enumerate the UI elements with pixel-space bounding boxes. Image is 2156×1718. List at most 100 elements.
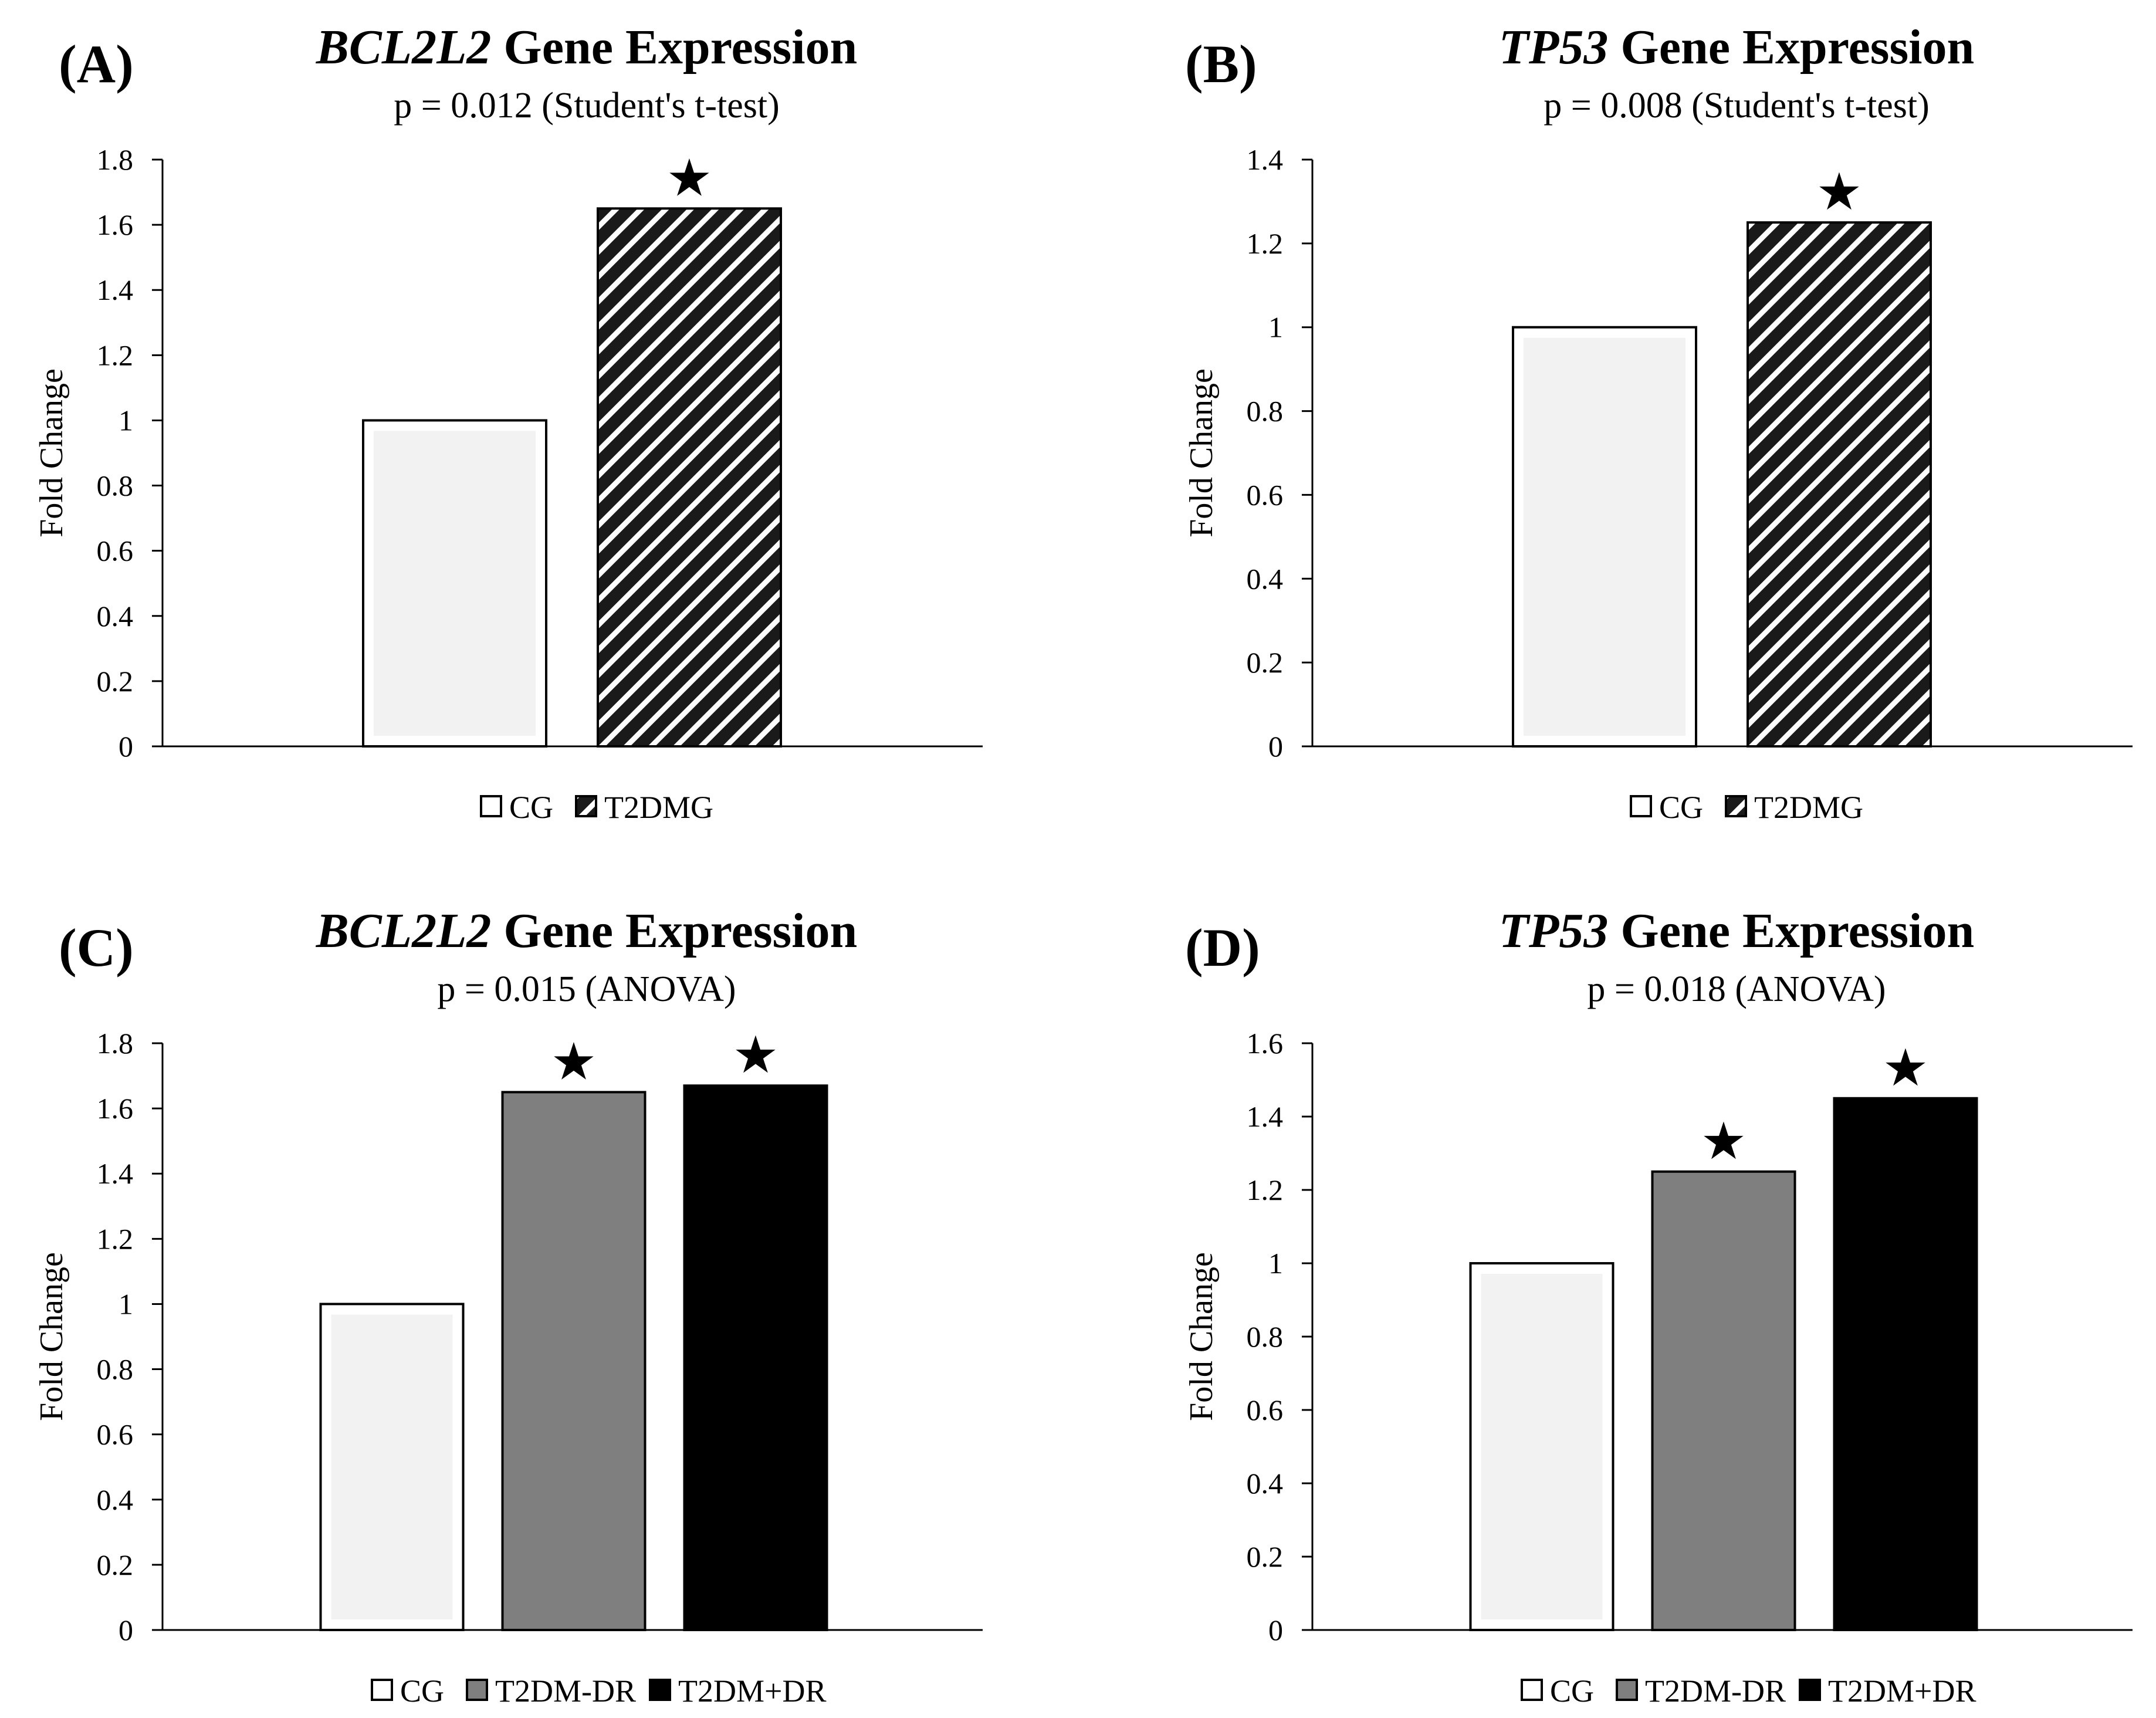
legend-swatch-cg (371, 1679, 393, 1701)
bar-t2dm-dr (1651, 1170, 1796, 1631)
y-tick-label: 1 (119, 404, 133, 437)
legend: CG T2DM-DR T2DM+DR (371, 1673, 826, 1709)
y-tick-label: 0.2 (1247, 646, 1284, 679)
bar-cg-inner (1524, 337, 1685, 736)
y-tick-label: 1 (1268, 311, 1283, 344)
title-rest: Gene Expression (491, 904, 857, 958)
bar-t2dm-dr (501, 1091, 647, 1632)
y-tick-label: 0.6 (1247, 478, 1284, 511)
legend-label: CG (400, 1673, 444, 1709)
y-tick-label: 1.2 (97, 339, 134, 371)
chart-subtitle: p = 0.012 (Student's t-test) (394, 86, 779, 126)
y-tick-label: 0.8 (1247, 395, 1284, 428)
significance-star: ★ (1816, 164, 1863, 221)
title-gene: BCL2L2 (316, 904, 492, 958)
y-tick-label: 1.2 (1247, 227, 1284, 260)
panel-letter: (B) (1185, 34, 1257, 94)
y-tick-label: 0.6 (97, 535, 134, 567)
chart-panel-b: (B) TP53 Gene Expression p = 0.008 (Studen… (1183, 20, 2133, 825)
panel-letter: (C) (59, 918, 134, 978)
y-tick-label: 0 (1268, 730, 1283, 763)
bar-t2dmg (597, 207, 782, 748)
y-tick-label: 0.4 (1247, 1467, 1284, 1500)
legend-label: CG (509, 790, 553, 825)
chart-title: TP53 Gene Expression (1499, 904, 1974, 958)
y-tick-label: 1.4 (97, 1157, 134, 1190)
y-axis-label: Fold Change (1183, 1252, 1220, 1421)
chart-subtitle: p = 0.018 (ANOVA) (1587, 969, 1886, 1009)
chart-subtitle: p = 0.015 (ANOVA) (437, 969, 736, 1009)
chart-subtitle: p = 0.008 (Student's t-test) (1544, 86, 1929, 126)
y-tick-label: 0.2 (97, 665, 134, 698)
bar-t2dm-dr (683, 1084, 828, 1631)
significance-star: ★ (551, 1034, 597, 1091)
bar-cg-inner (374, 431, 536, 736)
legend: CG T2DM-DR T2DM+DR (1521, 1673, 1976, 1709)
legend-swatch-cg (480, 795, 502, 817)
legend-swatch-t2dm-dr (649, 1679, 671, 1701)
significance-star: ★ (1701, 1114, 1747, 1171)
legend: CG T2DMG (1630, 790, 1863, 825)
title-gene: TP53 (1499, 904, 1609, 958)
y-tick-label: 0.4 (1247, 562, 1284, 595)
y-tick-label: 0.2 (97, 1548, 134, 1581)
significance-star: ★ (733, 1027, 779, 1084)
legend-label: T2DM-DR (1645, 1673, 1786, 1709)
panel-letter: (A) (59, 34, 134, 94)
significance-star: ★ (1883, 1040, 1929, 1097)
legend-swatch-t2dmg (1725, 795, 1747, 817)
chart-panel-a: (A) BCL2L2 Gene Expression p = 0.012 (Stud… (33, 20, 983, 825)
legend-swatch-t2dmg (575, 795, 597, 817)
legend: CG T2DMG (480, 790, 713, 825)
legend-swatch-t2dm-dr (466, 1679, 488, 1701)
y-tick-label: 0 (1268, 1614, 1283, 1646)
y-tick-label: 0.6 (1247, 1394, 1284, 1426)
panel-letter: (D) (1185, 918, 1260, 978)
bar-cg-inner (1481, 1274, 1603, 1619)
y-tick-label: 1.4 (97, 273, 134, 306)
chart-title: BCL2L2 Gene Expression (316, 904, 858, 958)
y-axis-label: Fold Change (1183, 368, 1220, 537)
y-tick-label: 1.8 (97, 143, 134, 176)
y-tick-label: 0.8 (97, 1353, 134, 1386)
legend-label: CG (1550, 1673, 1594, 1709)
bar-t2dm-dr (1833, 1097, 1978, 1631)
y-tick-label: 1.2 (97, 1222, 134, 1255)
y-tick-label: 0.2 (1247, 1540, 1284, 1573)
legend-label: CG (1659, 790, 1703, 825)
y-axis-label: Fold Change (33, 368, 70, 537)
y-tick-label: 1.2 (1247, 1173, 1284, 1206)
y-tick-label: 1.8 (97, 1027, 134, 1060)
chart-title: TP53 Gene Expression (1499, 20, 1974, 75)
title-gene: BCL2L2 (316, 20, 492, 75)
y-tick-label: 0 (119, 1614, 133, 1646)
legend-swatch-t2dm-dr (1616, 1679, 1638, 1701)
y-tick-label: 1.6 (97, 1092, 134, 1125)
legend-swatch-cg (1521, 1679, 1543, 1701)
y-tick-label: 1.4 (1247, 1100, 1284, 1133)
chart-panel-d: (D) TP53 Gene Expression p = 0.018 (ANOVA)… (1183, 904, 2133, 1709)
y-tick-label: 0 (119, 730, 133, 763)
y-tick-label: 0.4 (97, 1483, 134, 1516)
legend-label: T2DM-DR (495, 1673, 636, 1709)
y-axis-label: Fold Change (33, 1252, 70, 1421)
legend-swatch-t2dm-dr (1799, 1679, 1821, 1701)
legend-label: T2DM+DR (1828, 1673, 1976, 1709)
bar-cg-inner (331, 1314, 453, 1619)
legend-label: T2DMG (1754, 790, 1863, 825)
title-rest: Gene Expression (491, 20, 857, 75)
legend-label: T2DM+DR (678, 1673, 826, 1709)
legend-swatch-cg (1630, 795, 1652, 817)
y-tick-label: 1 (1268, 1247, 1283, 1280)
chart-title: BCL2L2 Gene Expression (316, 20, 858, 75)
y-tick-label: 1.4 (1247, 143, 1284, 176)
y-tick-label: 1 (119, 1287, 133, 1320)
y-tick-label: 0.6 (97, 1418, 134, 1451)
y-tick-label: 1.6 (1247, 1027, 1284, 1060)
chart-panel-c: (C) BCL2L2 Gene Expression p = 0.015 (ANOV… (33, 904, 983, 1709)
y-tick-label: 1.6 (97, 208, 134, 241)
y-tick-label: 0.8 (1247, 1320, 1284, 1353)
title-rest: Gene Expression (1608, 20, 1974, 75)
legend-label: T2DMG (604, 790, 713, 825)
